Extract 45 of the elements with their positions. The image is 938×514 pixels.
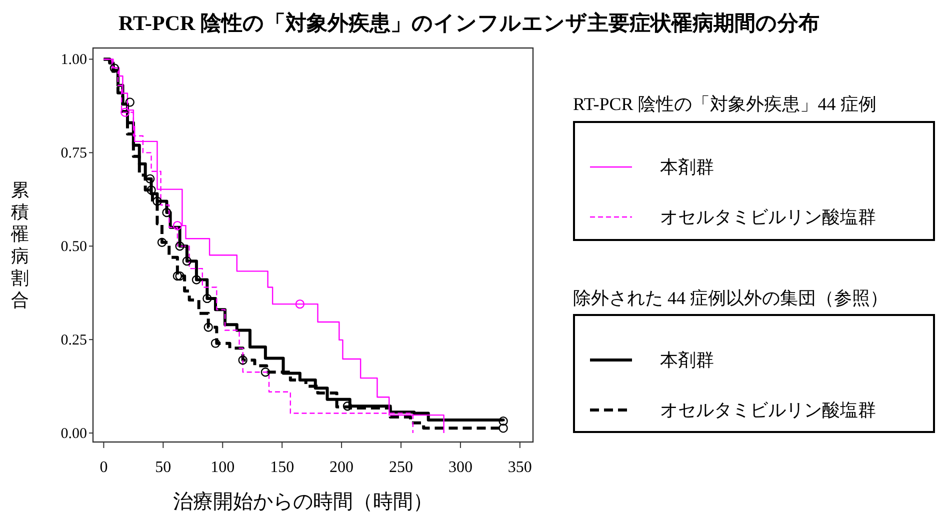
point <box>204 322 213 332</box>
point <box>145 174 155 184</box>
x-axis-title: 治療開始からの時間（時間） <box>173 491 433 513</box>
point <box>146 185 156 195</box>
y-tick-label: 0.25 <box>60 332 87 349</box>
y-tick-label: 0.75 <box>60 146 87 162</box>
y-tick-label: 0.00 <box>60 426 87 442</box>
x-tick-label: 50 <box>155 459 172 476</box>
legend-label: オセルタミビルリン酸塩群 <box>660 207 876 227</box>
point <box>238 356 248 365</box>
point <box>175 271 184 281</box>
y-tick-label: 0.50 <box>60 239 87 256</box>
chart-title: RT-PCR 陰性の「対象外疾患」のインフルエンザ主要症状罹病期間の分布 <box>118 11 820 35</box>
legend-label: 本剤群 <box>660 157 714 177</box>
legend-label: 本剤群 <box>660 350 714 370</box>
x-tick-label: 200 <box>330 459 354 476</box>
point <box>295 299 305 309</box>
point <box>175 242 184 251</box>
text: RT-PCR 陰性の「対象外疾患」44 症例 <box>573 94 876 114</box>
text: 除外された 44 症例以外の集団（参照） <box>573 288 888 308</box>
point <box>202 294 212 304</box>
point <box>110 64 120 73</box>
point <box>192 275 202 284</box>
point <box>152 196 162 206</box>
x-tick-label: 100 <box>210 459 235 476</box>
legend-label: オセルタミビルリン酸塩群 <box>660 400 876 420</box>
x-tick-label: 350 <box>508 459 532 476</box>
y-axis-title: 累積罹病割合 <box>10 180 29 310</box>
point <box>498 416 508 426</box>
point <box>172 271 182 281</box>
point <box>120 108 130 117</box>
point <box>210 338 220 348</box>
x-tick-label: 150 <box>270 459 294 476</box>
x-tick-label: 300 <box>448 459 472 476</box>
point <box>162 208 172 218</box>
point <box>260 367 270 377</box>
point <box>342 402 352 411</box>
y-tick-label: 1.00 <box>60 52 87 68</box>
point <box>498 424 508 433</box>
x-tick-label: 0 <box>100 459 108 476</box>
point <box>157 238 167 247</box>
point <box>125 98 134 107</box>
x-tick-label: 250 <box>389 459 413 476</box>
point <box>182 256 192 266</box>
point <box>172 220 182 230</box>
